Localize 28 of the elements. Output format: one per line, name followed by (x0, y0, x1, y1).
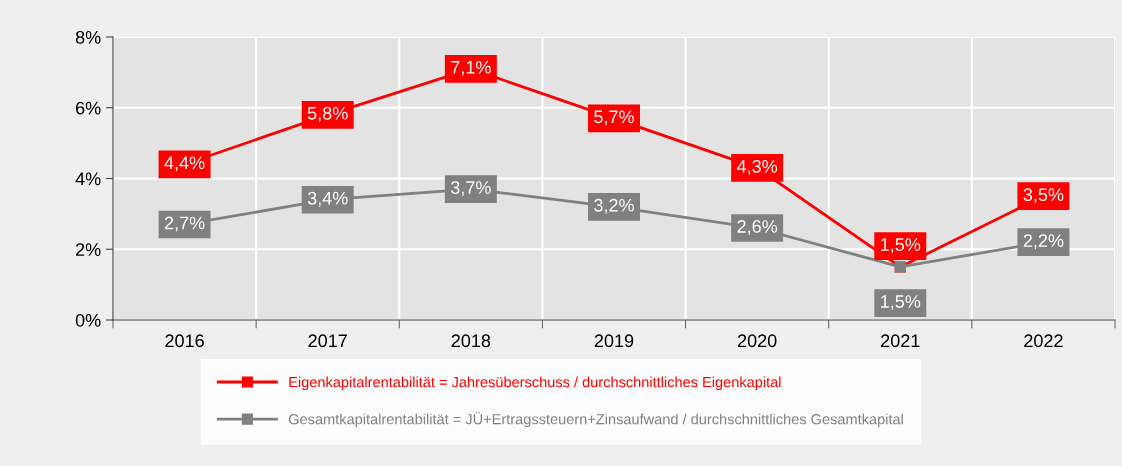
data-label: 4,4% (164, 156, 205, 172)
data-label: 2,7% (164, 216, 205, 232)
data-label: 2,2% (1023, 234, 1064, 250)
x-tick-label: 2017 (308, 334, 347, 348)
x-tick-label: 2018 (451, 334, 491, 348)
x-tick-label: 2019 (594, 334, 634, 348)
data-label: 3,4% (307, 191, 348, 207)
y-tick-label: 2% (76, 243, 101, 256)
data-label: 5,8% (307, 106, 348, 122)
x-tick-label: 2016 (165, 334, 204, 348)
y-tick-label: 8% (75, 30, 101, 44)
data-label: 3,7% (450, 181, 491, 197)
data-label: 4,3% (736, 159, 778, 175)
legend-label: Gesamtkapitalrentabilität = JÜ+Ertragssteuern+Zinsaufwand / durchschnittliches Gesamtkapital (288, 412, 903, 428)
y-tick-label: 4% (75, 172, 101, 186)
x-tick-label: 2020 (737, 334, 777, 348)
x-tick-label: 2021 (881, 334, 920, 348)
data-label: 7,1% (451, 60, 491, 76)
data-label: 1,5% (881, 238, 921, 254)
x-tick-label: 2022 (1024, 334, 1063, 348)
data-label: 3,5% (1023, 188, 1064, 204)
legend-label: Eigenkapitalrentabilität = Jahresüberschuss / durchschnittliches Eigenkapital (289, 376, 781, 391)
data-label: 5,7% (594, 110, 634, 126)
data-label: 3,2% (594, 198, 634, 214)
y-tick-label: 0% (75, 313, 101, 327)
data-label: 1,5% (881, 295, 921, 311)
y-tick-label: 6% (76, 101, 101, 115)
data-label: 2,6% (737, 220, 778, 235)
